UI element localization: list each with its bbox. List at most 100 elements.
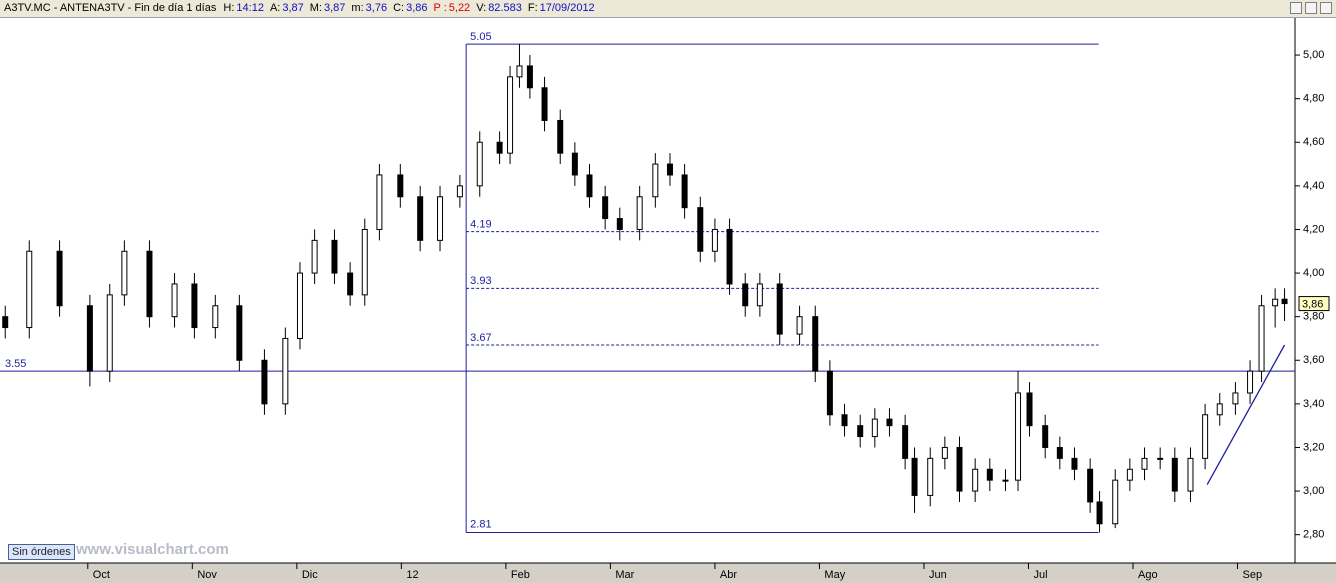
y-tick-label: 2,80 [1303, 529, 1324, 541]
candle-body [507, 76, 514, 154]
plot-area [0, 18, 1295, 563]
candle-body [1247, 370, 1254, 394]
x-tick-label: Dic [302, 569, 318, 581]
x-tick-label: Feb [511, 569, 530, 581]
candle-body [941, 446, 948, 459]
x-tick-label: Jun [929, 569, 947, 581]
candle-body [812, 316, 819, 372]
candle-body [1087, 468, 1094, 503]
candle-body [311, 239, 318, 274]
candle-body [796, 316, 803, 335]
last-price-box [1298, 296, 1330, 312]
candle-body [361, 228, 368, 296]
y-tick-label: 4,40 [1303, 180, 1324, 192]
candle-body [476, 141, 483, 187]
candle-body [1126, 468, 1133, 481]
field-label: V: [476, 2, 487, 14]
field-value: 5,22 [448, 2, 471, 14]
candle-body [602, 196, 609, 220]
candle-body [902, 425, 909, 459]
field-value: 3,87 [282, 2, 304, 14]
candle-body [1258, 305, 1265, 372]
field-label: m: [351, 2, 364, 14]
candle-body [1071, 457, 1078, 470]
candle-body [1281, 298, 1288, 305]
candle-body [841, 414, 848, 427]
candle-body [726, 228, 733, 285]
candle-body [1141, 457, 1148, 470]
candle-body [571, 152, 578, 176]
quote-fields: H: 14:12 A: 3,87 M: 3,87 m: 3,76 C: 3,86 P :5,22 V:… [223, 2, 600, 14]
candle-body [456, 185, 463, 198]
candle-body [437, 196, 444, 241]
y-tick-label: 3,40 [1303, 398, 1324, 410]
y-tick-label: 3,80 [1303, 311, 1324, 323]
candle-body [86, 305, 93, 372]
field-label: H: [223, 2, 235, 14]
field-value: 3,76 [365, 2, 388, 14]
candle-body [26, 250, 33, 329]
trendline [1206, 344, 1286, 485]
candle-body [586, 174, 593, 198]
candle-body [347, 272, 354, 296]
candle-body [911, 457, 918, 496]
candle-body [2, 316, 9, 329]
candle-body [526, 65, 533, 89]
maximize-button[interactable] [1305, 2, 1317, 14]
y-axis-area [1295, 18, 1336, 563]
candle-body [397, 174, 404, 198]
candle-body [1272, 298, 1279, 307]
field-label: P : [433, 2, 447, 14]
orders-button[interactable]: Sin órdenes [8, 544, 75, 560]
y-tick-label: 4,20 [1303, 223, 1324, 235]
support-label: 3.55 [5, 358, 26, 370]
candle-body [857, 425, 864, 438]
field-label: F: [527, 2, 538, 14]
candle-body [742, 283, 749, 307]
candle-body [1002, 479, 1009, 482]
candle-body [376, 174, 383, 230]
candle-body [171, 283, 178, 318]
candle-body [261, 359, 268, 405]
candle-body [236, 305, 243, 361]
fib-level-label: 5.05 [470, 31, 491, 43]
field-value: 14:12 [236, 2, 264, 14]
candle-body [711, 228, 718, 252]
watermark: www.visualchart.com [76, 541, 229, 558]
candle-body [1042, 425, 1049, 448]
x-tick-label: May [824, 569, 845, 581]
x-tick-label: Mar [615, 569, 634, 581]
candle-body [296, 272, 303, 339]
candle-body [121, 250, 128, 296]
x-tick-label: Oct [93, 569, 110, 581]
last-price-label: 3,86 [1302, 298, 1323, 310]
x-axis-area [0, 563, 1336, 583]
candle-body [541, 87, 548, 121]
y-tick-label: 4,00 [1303, 267, 1324, 279]
close-button[interactable] [1320, 2, 1332, 14]
candle-body [191, 283, 198, 329]
candle-body [927, 457, 934, 496]
candle-body [826, 370, 833, 416]
candle-body [146, 250, 153, 318]
candle-body [636, 196, 643, 230]
chart: 2,80 3,00 3,20 3,40 3,60 3,80 4,00 4,20 4,40 4,60… [0, 18, 1336, 583]
candle-body [776, 283, 783, 335]
candle-body [1187, 457, 1194, 492]
y-tick-label: 4,60 [1303, 136, 1324, 148]
candle-body [1232, 392, 1239, 405]
symbol-title: A3TV.MC - ANTENA3TV - Fin de día 1 días [4, 2, 217, 14]
minimize-button[interactable] [1290, 2, 1302, 14]
x-tick-label: Jul [1033, 569, 1047, 581]
fib-level-label: 2.81 [470, 518, 491, 530]
candle-body [652, 163, 659, 198]
window-buttons [1290, 2, 1332, 14]
candle-body [1216, 403, 1223, 416]
candle-body [212, 305, 219, 329]
candle-body [1112, 479, 1119, 525]
candle-body [1096, 501, 1103, 525]
field-value: 3,86 [406, 2, 428, 14]
candle-body [1202, 414, 1209, 459]
field-value: 3,87 [324, 2, 346, 14]
